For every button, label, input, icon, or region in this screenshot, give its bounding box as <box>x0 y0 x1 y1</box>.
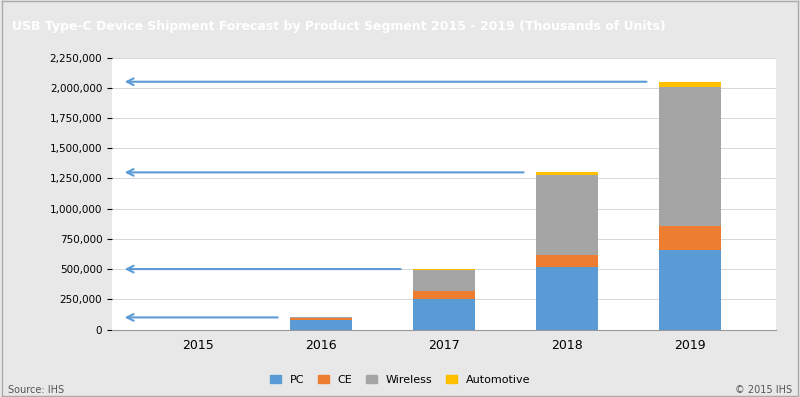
Bar <box>290 318 352 320</box>
Bar <box>414 269 474 270</box>
Bar <box>659 82 721 87</box>
Bar <box>659 87 721 225</box>
Legend: PC, CE, Wireless, Automotive: PC, CE, Wireless, Automotive <box>266 370 534 389</box>
Text: USB Type-C Device Shipment Forecast by Product Segment 2015 - 2019 (Thousands of: USB Type-C Device Shipment Forecast by P… <box>12 20 666 33</box>
Bar <box>536 267 598 330</box>
Bar <box>659 225 721 250</box>
Bar <box>290 320 352 330</box>
Bar <box>659 250 721 330</box>
Bar <box>414 299 474 330</box>
Text: © 2015 IHS: © 2015 IHS <box>735 385 792 395</box>
Bar <box>536 175 598 254</box>
Bar <box>536 172 598 175</box>
Bar <box>536 254 598 267</box>
Bar <box>414 291 474 299</box>
Text: Source: IHS: Source: IHS <box>8 385 64 395</box>
Bar <box>414 270 474 291</box>
